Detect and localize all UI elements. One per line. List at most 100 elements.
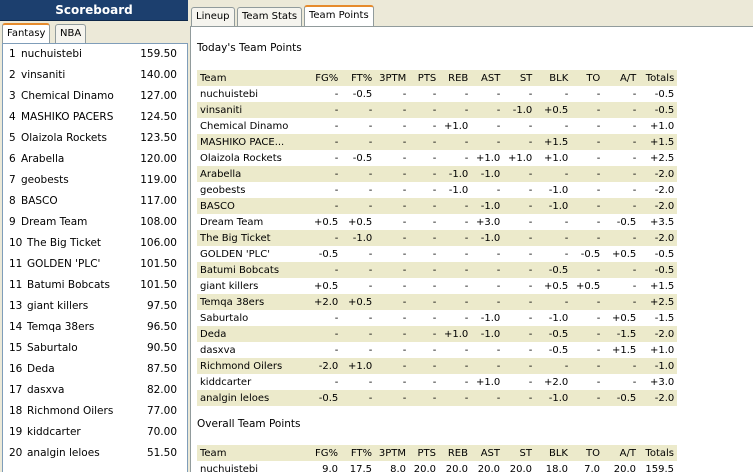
standings-rank: 9 bbox=[9, 216, 16, 228]
stat-cell: - bbox=[439, 230, 472, 246]
column-header[interactable]: 3PTM bbox=[375, 70, 410, 86]
standings-row[interactable]: 6 Arabella 120.00 bbox=[3, 149, 187, 170]
standings-row[interactable]: 15 Saburtalo 90.50 bbox=[3, 338, 187, 359]
column-header[interactable]: BLK bbox=[535, 445, 571, 461]
stat-cell: - bbox=[571, 102, 604, 118]
standings-row[interactable]: 8 BASCO 117.00 bbox=[3, 191, 187, 212]
standings-row[interactable]: 7 geobests 119.00 bbox=[3, 170, 187, 191]
stat-cell: - bbox=[409, 342, 440, 358]
column-header[interactable]: ST bbox=[503, 445, 535, 461]
column-header[interactable]: PTS bbox=[409, 70, 440, 86]
column-header[interactable]: Team bbox=[197, 445, 311, 461]
tab-lineup[interactable]: Lineup bbox=[191, 7, 235, 26]
column-header[interactable]: PTS bbox=[409, 445, 439, 461]
standings-row[interactable]: 18 Richmond Oilers 77.00 bbox=[3, 401, 187, 422]
standings-rank: 20 bbox=[9, 447, 23, 459]
column-header[interactable]: A/T bbox=[603, 445, 639, 461]
column-header[interactable]: REB bbox=[439, 445, 471, 461]
standings-row[interactable]: 13 giant killers 97.50 bbox=[3, 296, 187, 317]
standings-row[interactable]: 17 dasxva 82.00 bbox=[3, 380, 187, 401]
column-header[interactable]: A/T bbox=[603, 70, 640, 86]
column-header[interactable]: FT% bbox=[341, 445, 375, 461]
stat-cell: +1.5 bbox=[535, 134, 572, 150]
standings-row[interactable]: 11 Batumi Bobcats 101.50 bbox=[3, 275, 187, 296]
stat-cell: - bbox=[571, 374, 604, 390]
stat-cell: - bbox=[503, 230, 536, 246]
standings-team: BASCO bbox=[21, 195, 58, 207]
stat-cell: -0.5 bbox=[535, 342, 572, 358]
column-header[interactable]: 3PTM bbox=[375, 445, 409, 461]
stat-cell: - bbox=[409, 374, 440, 390]
column-header[interactable]: FT% bbox=[341, 70, 376, 86]
table-row: Richmond Oilers -2.0 +1.0- - - - - - - - -1.0 bbox=[197, 358, 678, 374]
team-cell: Dream Team bbox=[197, 214, 311, 230]
stat-cell: +2.0 bbox=[535, 374, 572, 390]
stat-cell: -0.5 bbox=[571, 246, 604, 262]
standings-team: geobests bbox=[21, 174, 69, 186]
column-header[interactable]: AST bbox=[471, 445, 503, 461]
standings-row[interactable]: 5 Olaizola Rockets 123.50 bbox=[3, 128, 187, 149]
stat-cell: - bbox=[409, 262, 440, 278]
stat-cell: - bbox=[603, 182, 640, 198]
stat-cell: - bbox=[341, 134, 376, 150]
column-header[interactable]: TO bbox=[571, 445, 603, 461]
column-header[interactable]: BLK bbox=[535, 70, 572, 86]
stat-cell: -1.0 bbox=[471, 230, 504, 246]
standings-team: vinsaniti bbox=[21, 69, 66, 81]
overall-points-title: Overall Team Points bbox=[197, 418, 301, 430]
column-header[interactable]: Totals bbox=[639, 445, 677, 461]
stat-cell: -1.0 bbox=[471, 310, 504, 326]
stat-cell: 20.0 bbox=[409, 461, 439, 472]
column-header[interactable]: AST bbox=[471, 70, 504, 86]
stat-cell: -0.5 bbox=[311, 246, 342, 262]
stat-cell: - bbox=[503, 342, 536, 358]
table-row: nuchuistebi 9.0 17.5 8.0 20.0 20.0 20.0 20.0 18.… bbox=[197, 461, 677, 472]
standings-team: dasxva bbox=[27, 384, 65, 396]
standings-row[interactable]: 14 Temqa 38ers 96.50 bbox=[3, 317, 187, 338]
stat-cell: - bbox=[503, 390, 536, 406]
stat-cell: 20.0 bbox=[603, 461, 639, 472]
stat-cell: - bbox=[375, 198, 410, 214]
standings-team: Dream Team bbox=[21, 216, 88, 228]
tab-team-stats[interactable]: Team Stats bbox=[237, 7, 303, 26]
stat-cell: - bbox=[503, 182, 536, 198]
column-header[interactable]: REB bbox=[439, 70, 472, 86]
team-cell: analgin leloes bbox=[197, 390, 311, 406]
stat-cell: - bbox=[603, 262, 640, 278]
standings-points: 127.00 bbox=[140, 90, 177, 102]
column-header[interactable]: Team bbox=[197, 70, 311, 86]
standings-row[interactable]: 4 MASHIKO PACERS 124.50 bbox=[3, 107, 187, 128]
standings-row[interactable]: 16 Deda 87.50 bbox=[3, 359, 187, 380]
column-header[interactable]: Totals bbox=[639, 70, 678, 86]
standings-row[interactable]: 20 analgin leloes 51.50 bbox=[3, 443, 187, 464]
stat-cell: -0.5 bbox=[341, 150, 376, 166]
column-header[interactable]: FG% bbox=[311, 70, 342, 86]
column-header[interactable]: ST bbox=[503, 70, 536, 86]
table-row: geobests - - - - -1.0- - -1.0- - -2.0 bbox=[197, 182, 678, 198]
standings-row[interactable]: 3 Chemical Dinamo 127.00 bbox=[3, 86, 187, 107]
standings-row[interactable]: 2 vinsaniti 140.00 bbox=[3, 65, 187, 86]
standings-row[interactable]: 9 Dream Team 108.00 bbox=[3, 212, 187, 233]
stat-cell: - bbox=[375, 166, 410, 182]
standings-row[interactable]: 11 GOLDEN 'PLC' 101.50 bbox=[3, 254, 187, 275]
tab-team-points[interactable]: Team Points bbox=[304, 5, 374, 28]
stat-cell: - bbox=[311, 342, 342, 358]
column-header[interactable]: TO bbox=[571, 70, 604, 86]
today-points-table: Team FG% FT% 3PTM PTS REB AST ST BLK TO A/T Totals … bbox=[197, 70, 678, 406]
column-header[interactable]: FG% bbox=[311, 445, 341, 461]
stat-cell: - bbox=[571, 134, 604, 150]
table-row: Arabella - - - - -1.0 -1.0- - - - -2.0 bbox=[197, 166, 678, 182]
standings-team: giant killers bbox=[27, 300, 89, 312]
tab-fantasy[interactable]: Fantasy bbox=[2, 23, 51, 44]
stat-cell: - bbox=[341, 278, 376, 294]
standings-rank: 13 bbox=[9, 300, 23, 312]
standings-rank: 7 bbox=[9, 174, 16, 186]
standings-row[interactable]: 10 The Big Ticket 106.00 bbox=[3, 233, 187, 254]
standings-row[interactable]: 19 kiddcarter 70.00 bbox=[3, 422, 187, 443]
stat-cell: - bbox=[503, 310, 536, 326]
team-cell: dasxva bbox=[197, 342, 311, 358]
stat-cell: - bbox=[535, 294, 572, 310]
tab-nba[interactable]: NBA bbox=[55, 24, 87, 43]
standings-row[interactable]: 1 nuchuistebi 159.50 bbox=[3, 44, 187, 65]
stat-cell: - bbox=[375, 342, 410, 358]
